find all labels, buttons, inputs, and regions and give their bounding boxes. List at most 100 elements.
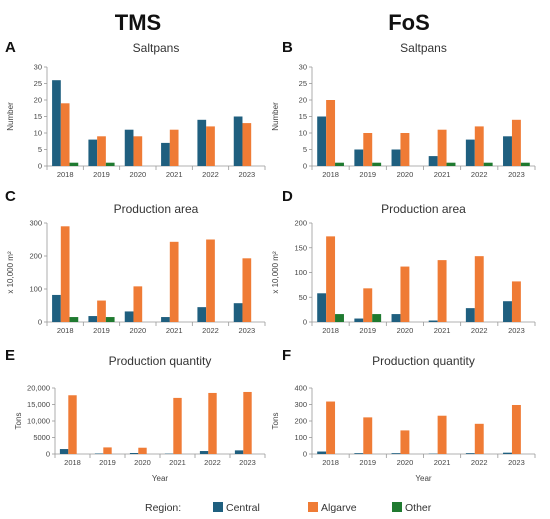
x-tick-label: 2018: [322, 170, 339, 179]
bar-algarve-2023: [511, 119, 521, 166]
bar-other-2019: [372, 162, 382, 166]
chart-title: Saltpans: [133, 41, 180, 55]
x-tick-label: 2022: [471, 458, 488, 467]
legend-label-central: Central: [226, 502, 260, 514]
panel-letter: A: [5, 39, 16, 56]
y-axis-label: Tons: [14, 413, 23, 430]
chart-title: Production quantity: [109, 354, 212, 368]
bar-other-2023: [520, 162, 530, 166]
y-tick-label: 5: [38, 145, 42, 154]
bar-central-2020: [124, 129, 134, 166]
bar-other-2019: [372, 314, 382, 322]
bar-other-2018: [69, 162, 79, 166]
bar-algarve-2023: [511, 404, 521, 454]
bar-central-2021: [428, 156, 438, 166]
x-tick-label: 2020: [134, 458, 151, 467]
bar-central-2020: [391, 149, 401, 166]
y-tick-label: 20,000: [27, 384, 50, 393]
chart-panel-f: F Production quantity Tons Year 0 100 200 300 40…: [271, 347, 536, 483]
y-tick-label: 10: [34, 129, 42, 138]
bar-other-2022: [483, 162, 493, 166]
bar-central-2021: [161, 317, 170, 322]
x-tick-label: 2023: [238, 170, 255, 179]
chart-title: Production area: [381, 202, 466, 216]
bar-central-2022: [197, 119, 207, 166]
y-tick-label: 30: [34, 63, 42, 72]
panel-letter: E: [5, 347, 15, 364]
bar-central-2019: [88, 139, 98, 166]
bar-algarve-2020: [133, 286, 143, 322]
y-axis-label: x 10,000 m²: [271, 251, 280, 294]
y-tick-label: 400: [294, 384, 307, 393]
x-tick-label: 2018: [322, 326, 339, 335]
bar-other-2018: [335, 314, 344, 322]
bar-central-2023: [233, 116, 243, 166]
bar-central-2022: [465, 308, 475, 322]
x-tick-label: 2021: [166, 326, 183, 335]
y-axis-label: Number: [6, 102, 15, 131]
bar-central-2018: [317, 116, 327, 166]
y-tick-label: 100: [294, 268, 307, 277]
y-tick-label: 20: [299, 96, 307, 105]
x-tick-label: 2021: [434, 326, 451, 335]
bar-central-2023: [503, 452, 512, 454]
x-tick-label: 2023: [508, 458, 525, 467]
x-tick-label: 2023: [238, 326, 255, 335]
bar-algarve-2018: [326, 100, 336, 166]
chart-title: Production area: [114, 202, 199, 216]
y-tick-label: 100: [294, 433, 307, 442]
x-tick-label: 2023: [239, 458, 256, 467]
bar-central-2022: [197, 307, 207, 322]
bar-central-2021: [161, 142, 170, 166]
x-tick-label: 2018: [57, 326, 74, 335]
bar-algarve-2022: [208, 392, 217, 454]
bar-algarve-2020: [400, 430, 410, 454]
bar-central-2021: [428, 320, 438, 322]
bar-algarve-2020: [400, 266, 410, 322]
y-tick-label: 300: [294, 400, 307, 409]
y-tick-label: 15: [299, 112, 307, 121]
y-tick-label: 5000: [33, 433, 50, 442]
column-title-tms: TMS: [115, 10, 161, 35]
bar-algarve-2023: [242, 123, 252, 166]
bar-algarve-2020: [133, 136, 143, 166]
y-tick-label: 10,000: [27, 417, 50, 426]
y-tick-label: 300: [29, 219, 42, 228]
y-axis-label: Number: [271, 102, 280, 131]
bar-algarve-2019: [97, 136, 106, 166]
y-tick-label: 15: [34, 112, 42, 121]
chart-title: Saltpans: [400, 41, 447, 55]
x-tick-label: 2022: [471, 326, 488, 335]
x-tick-label: 2019: [359, 458, 376, 467]
bar-central-2018: [59, 449, 69, 454]
panel-letter: C: [5, 188, 16, 205]
y-axis-label: Tons: [271, 413, 280, 430]
bar-algarve-2018: [326, 401, 336, 454]
y-tick-label: 200: [294, 417, 307, 426]
bar-central-2023: [503, 301, 512, 322]
y-tick-label: 5: [303, 145, 307, 154]
y-tick-label: 10: [299, 129, 307, 138]
x-tick-label: 2018: [322, 458, 339, 467]
x-tick-label: 2023: [508, 170, 525, 179]
bar-central-2023: [503, 136, 512, 166]
y-tick-label: 100: [29, 285, 42, 294]
column-title-fos: FoS: [388, 10, 430, 35]
x-tick-label: 2020: [397, 170, 414, 179]
y-tick-label: 150: [294, 243, 307, 252]
bar-central-2022: [199, 451, 209, 454]
bar-central-2022: [465, 453, 475, 454]
bar-central-2019: [88, 316, 98, 322]
bar-central-2019: [354, 149, 364, 166]
bar-central-2019: [354, 318, 364, 322]
legend-swatch-central: [213, 502, 223, 512]
x-tick-label: 2021: [169, 458, 186, 467]
y-tick-label: 0: [38, 162, 42, 171]
y-tick-label: 200: [29, 252, 42, 261]
bar-algarve-2019: [363, 288, 373, 322]
x-tick-label: 2019: [359, 170, 376, 179]
bar-algarve-2021: [169, 241, 179, 322]
y-tick-label: 30: [299, 63, 307, 72]
bar-other-2019: [105, 317, 115, 322]
bar-algarve-2022: [206, 239, 215, 322]
